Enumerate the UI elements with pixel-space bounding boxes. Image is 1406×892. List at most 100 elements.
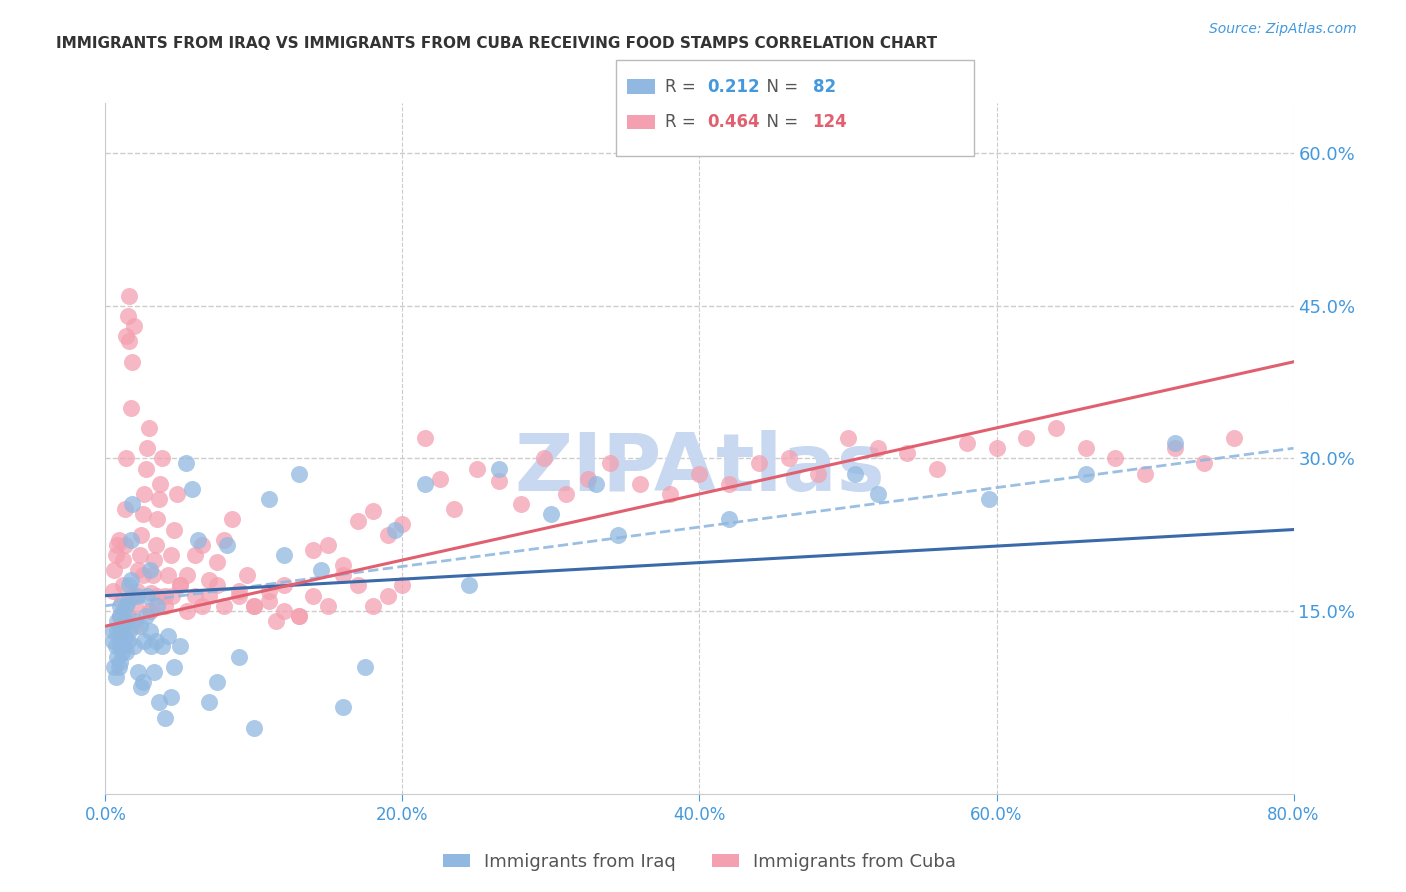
Point (228, 589, 250, 603)
Point (183, 548, 205, 562)
Point (228, 583, 250, 598)
Point (108, 660, 131, 674)
Point (606, 527, 628, 541)
Point (103, 660, 125, 674)
Point (132, 634, 155, 648)
Point (120, 533, 142, 547)
Point (599, 457, 621, 471)
Point (139, 604, 162, 618)
Point (896, 446, 918, 460)
Point (205, 675, 228, 690)
Point (221, 512, 243, 526)
Point (124, 599, 146, 613)
Point (143, 665, 166, 679)
Point (316, 599, 339, 613)
Point (235, 568, 257, 582)
Point (510, 497, 533, 511)
Point (127, 563, 149, 577)
Point (243, 721, 266, 735)
Point (142, 568, 165, 582)
Point (217, 538, 239, 552)
Point (118, 578, 141, 592)
Point (1194, 457, 1216, 471)
Point (844, 467, 866, 481)
Point (111, 634, 134, 648)
Point (145, 538, 167, 552)
Point (585, 476, 607, 491)
Point (1074, 467, 1097, 481)
Point (153, 711, 176, 725)
Point (443, 502, 465, 516)
Point (257, 583, 280, 598)
Point (287, 467, 309, 481)
Point (488, 461, 510, 475)
Point (153, 589, 176, 603)
Point (205, 555, 228, 569)
Point (748, 457, 770, 471)
Point (125, 583, 148, 598)
Point (110, 599, 132, 613)
Point (146, 589, 169, 603)
Point (115, 644, 138, 658)
Point (139, 563, 162, 577)
Point (159, 690, 181, 705)
Point (108, 533, 131, 547)
Point (183, 589, 205, 603)
Text: R =: R = (665, 78, 702, 95)
Point (117, 309, 139, 323)
Point (135, 609, 157, 624)
Point (354, 660, 377, 674)
Text: N =: N = (756, 78, 804, 95)
Point (718, 476, 741, 491)
Point (129, 527, 152, 541)
Point (108, 629, 131, 643)
Point (658, 487, 681, 501)
Point (287, 609, 309, 624)
Point (128, 619, 150, 633)
Point (159, 548, 181, 562)
Point (131, 508, 153, 522)
Point (309, 563, 332, 577)
Point (205, 578, 228, 592)
Point (866, 487, 889, 501)
Point (866, 442, 889, 455)
Point (273, 604, 295, 618)
Point (138, 421, 160, 435)
Text: Source: ZipAtlas.com: Source: ZipAtlas.com (1209, 22, 1357, 37)
Point (117, 634, 139, 648)
Point (114, 538, 136, 552)
Point (533, 451, 555, 466)
Point (114, 614, 136, 628)
Point (118, 334, 141, 349)
Point (413, 476, 436, 491)
Point (105, 624, 128, 639)
Point (198, 589, 221, 603)
Point (302, 542, 325, 557)
Text: 0.464: 0.464 (707, 113, 759, 131)
Point (105, 614, 128, 628)
Point (1164, 442, 1187, 455)
Text: R =: R = (665, 113, 702, 131)
Point (1104, 451, 1126, 466)
Point (465, 461, 488, 475)
Point (136, 589, 159, 603)
Point (273, 548, 295, 562)
Point (146, 512, 169, 526)
Text: IMMIGRANTS FROM IRAQ VS IMMIGRANTS FROM CUBA RECEIVING FOOD STAMPS CORRELATION C: IMMIGRANTS FROM IRAQ VS IMMIGRANTS FROM … (56, 36, 938, 51)
Point (1164, 436, 1187, 450)
Point (214, 533, 236, 547)
Point (1015, 431, 1038, 445)
Point (169, 578, 191, 592)
Point (163, 523, 186, 537)
Point (257, 593, 280, 607)
Point (174, 457, 197, 471)
Point (1133, 467, 1156, 481)
Point (228, 649, 250, 664)
Point (114, 502, 136, 516)
Point (111, 644, 134, 658)
Point (115, 451, 138, 466)
Point (413, 431, 436, 445)
Point (180, 482, 202, 496)
Point (1223, 431, 1246, 445)
Point (105, 538, 128, 552)
